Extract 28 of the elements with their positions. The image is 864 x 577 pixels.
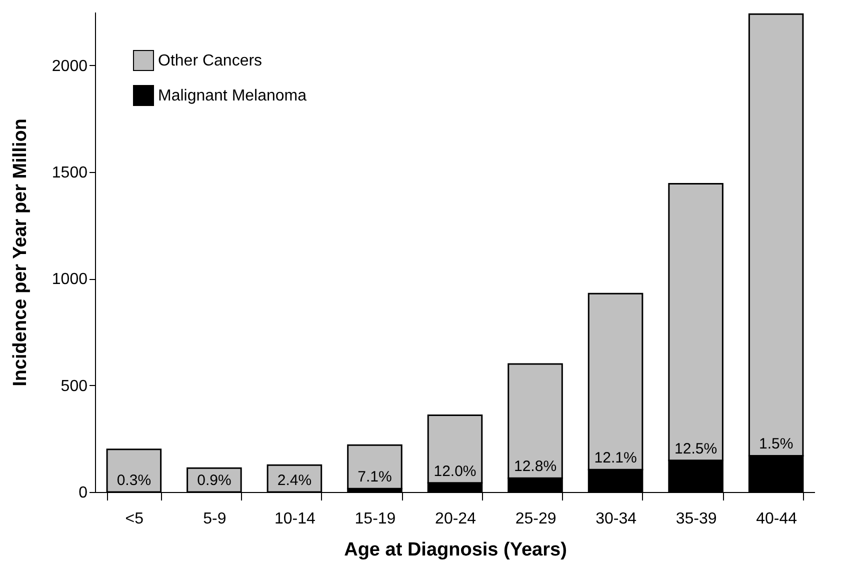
- x-tick-label: 20-24: [435, 510, 476, 528]
- y-axis-title: Incidence per Year per Million: [10, 118, 31, 386]
- annotation: 12.8%: [514, 458, 557, 476]
- annotation: 12.5%: [674, 440, 718, 458]
- x-tick-label: 15-19: [354, 510, 396, 528]
- x-tick-label: 10-14: [274, 510, 316, 528]
- x-axis-title: Age at Diagnosis (Years): [344, 540, 567, 560]
- y-tick-label: 1000: [52, 271, 88, 288]
- y-tick-label: 2000: [52, 58, 88, 75]
- x-tick-label: 35-39: [676, 510, 717, 528]
- x-tick-label: 5-9: [203, 510, 226, 528]
- annotation: 12.0%: [434, 462, 476, 480]
- annotation: 0.9%: [197, 472, 232, 489]
- x-tick-label: 40-44: [756, 510, 798, 528]
- annotation: 2.4%: [277, 472, 312, 489]
- x-tick-label: 25-29: [515, 510, 556, 528]
- y-tick-label: 1500: [52, 164, 88, 182]
- x-tick-label: <5: [125, 510, 144, 528]
- annotation: 1.5%: [758, 436, 794, 453]
- annotation: 0.3%: [116, 472, 152, 489]
- bar: [347, 444, 402, 490]
- annotation: 7.1%: [358, 468, 392, 486]
- x-tick-label: 30-34: [596, 510, 637, 528]
- annotation: 12.1%: [594, 450, 637, 467]
- legend-label: Other Cancers: [158, 52, 262, 70]
- legend-label: Malignant Melanoma: [158, 88, 307, 104]
- y-tick-label: 500: [60, 378, 88, 395]
- y-tick-label: 0: [78, 484, 88, 502]
